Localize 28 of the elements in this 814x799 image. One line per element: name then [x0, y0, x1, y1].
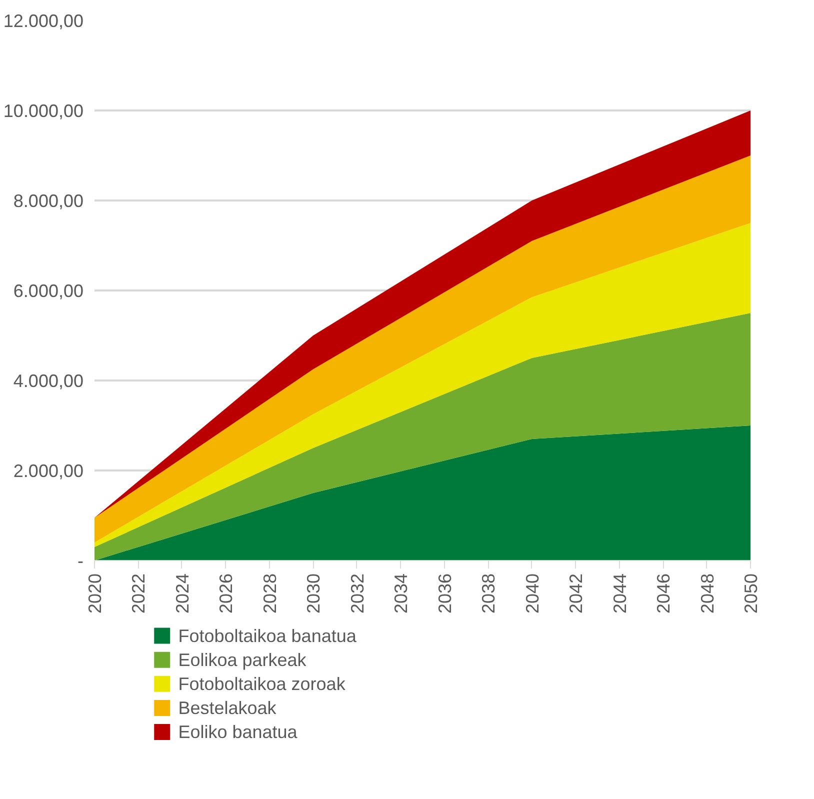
- y-tick-label: 2.000,00: [13, 461, 84, 481]
- x-tick-label: 2030: [304, 573, 324, 614]
- x-tick-label: 2032: [347, 573, 368, 614]
- x-tick-label: 2026: [216, 573, 236, 614]
- x-tick-label: 2028: [260, 573, 280, 614]
- x-tick-label: 2038: [478, 573, 499, 614]
- x-tick-label: 2034: [391, 573, 412, 614]
- legend-label: Fotoboltaikoa zoroak: [178, 674, 346, 694]
- y-tick-label: 4.000,00: [13, 371, 84, 391]
- x-tick-label: 2048: [697, 573, 718, 614]
- x-tick-label: 2042: [566, 573, 586, 614]
- y-tick-label: 10.000,00: [3, 101, 84, 121]
- x-tick-label: 2040: [522, 573, 542, 614]
- y-tick-label: -: [78, 551, 84, 571]
- x-tick-label: 2050: [741, 573, 761, 614]
- y-tick-label: 8.000,00: [13, 191, 84, 211]
- legend-label: Fotoboltaikoa banatua: [178, 626, 358, 646]
- y-tick-label: 12.000,00: [3, 11, 84, 31]
- legend-label: Eolikoa parkeak: [178, 650, 308, 670]
- x-tick-label: 2022: [128, 573, 149, 614]
- x-tick-label: 2044: [610, 573, 630, 614]
- x-tick-label: 2024: [172, 573, 192, 614]
- y-tick-label: 6.000,00: [13, 281, 84, 301]
- x-tick-label: 2036: [434, 573, 455, 614]
- legend-label: Eoliko banatua: [178, 722, 298, 742]
- x-tick-label: 2046: [654, 573, 674, 614]
- x-tick-label: 2020: [85, 573, 105, 614]
- legend-label: Bestelakoak: [178, 698, 278, 718]
